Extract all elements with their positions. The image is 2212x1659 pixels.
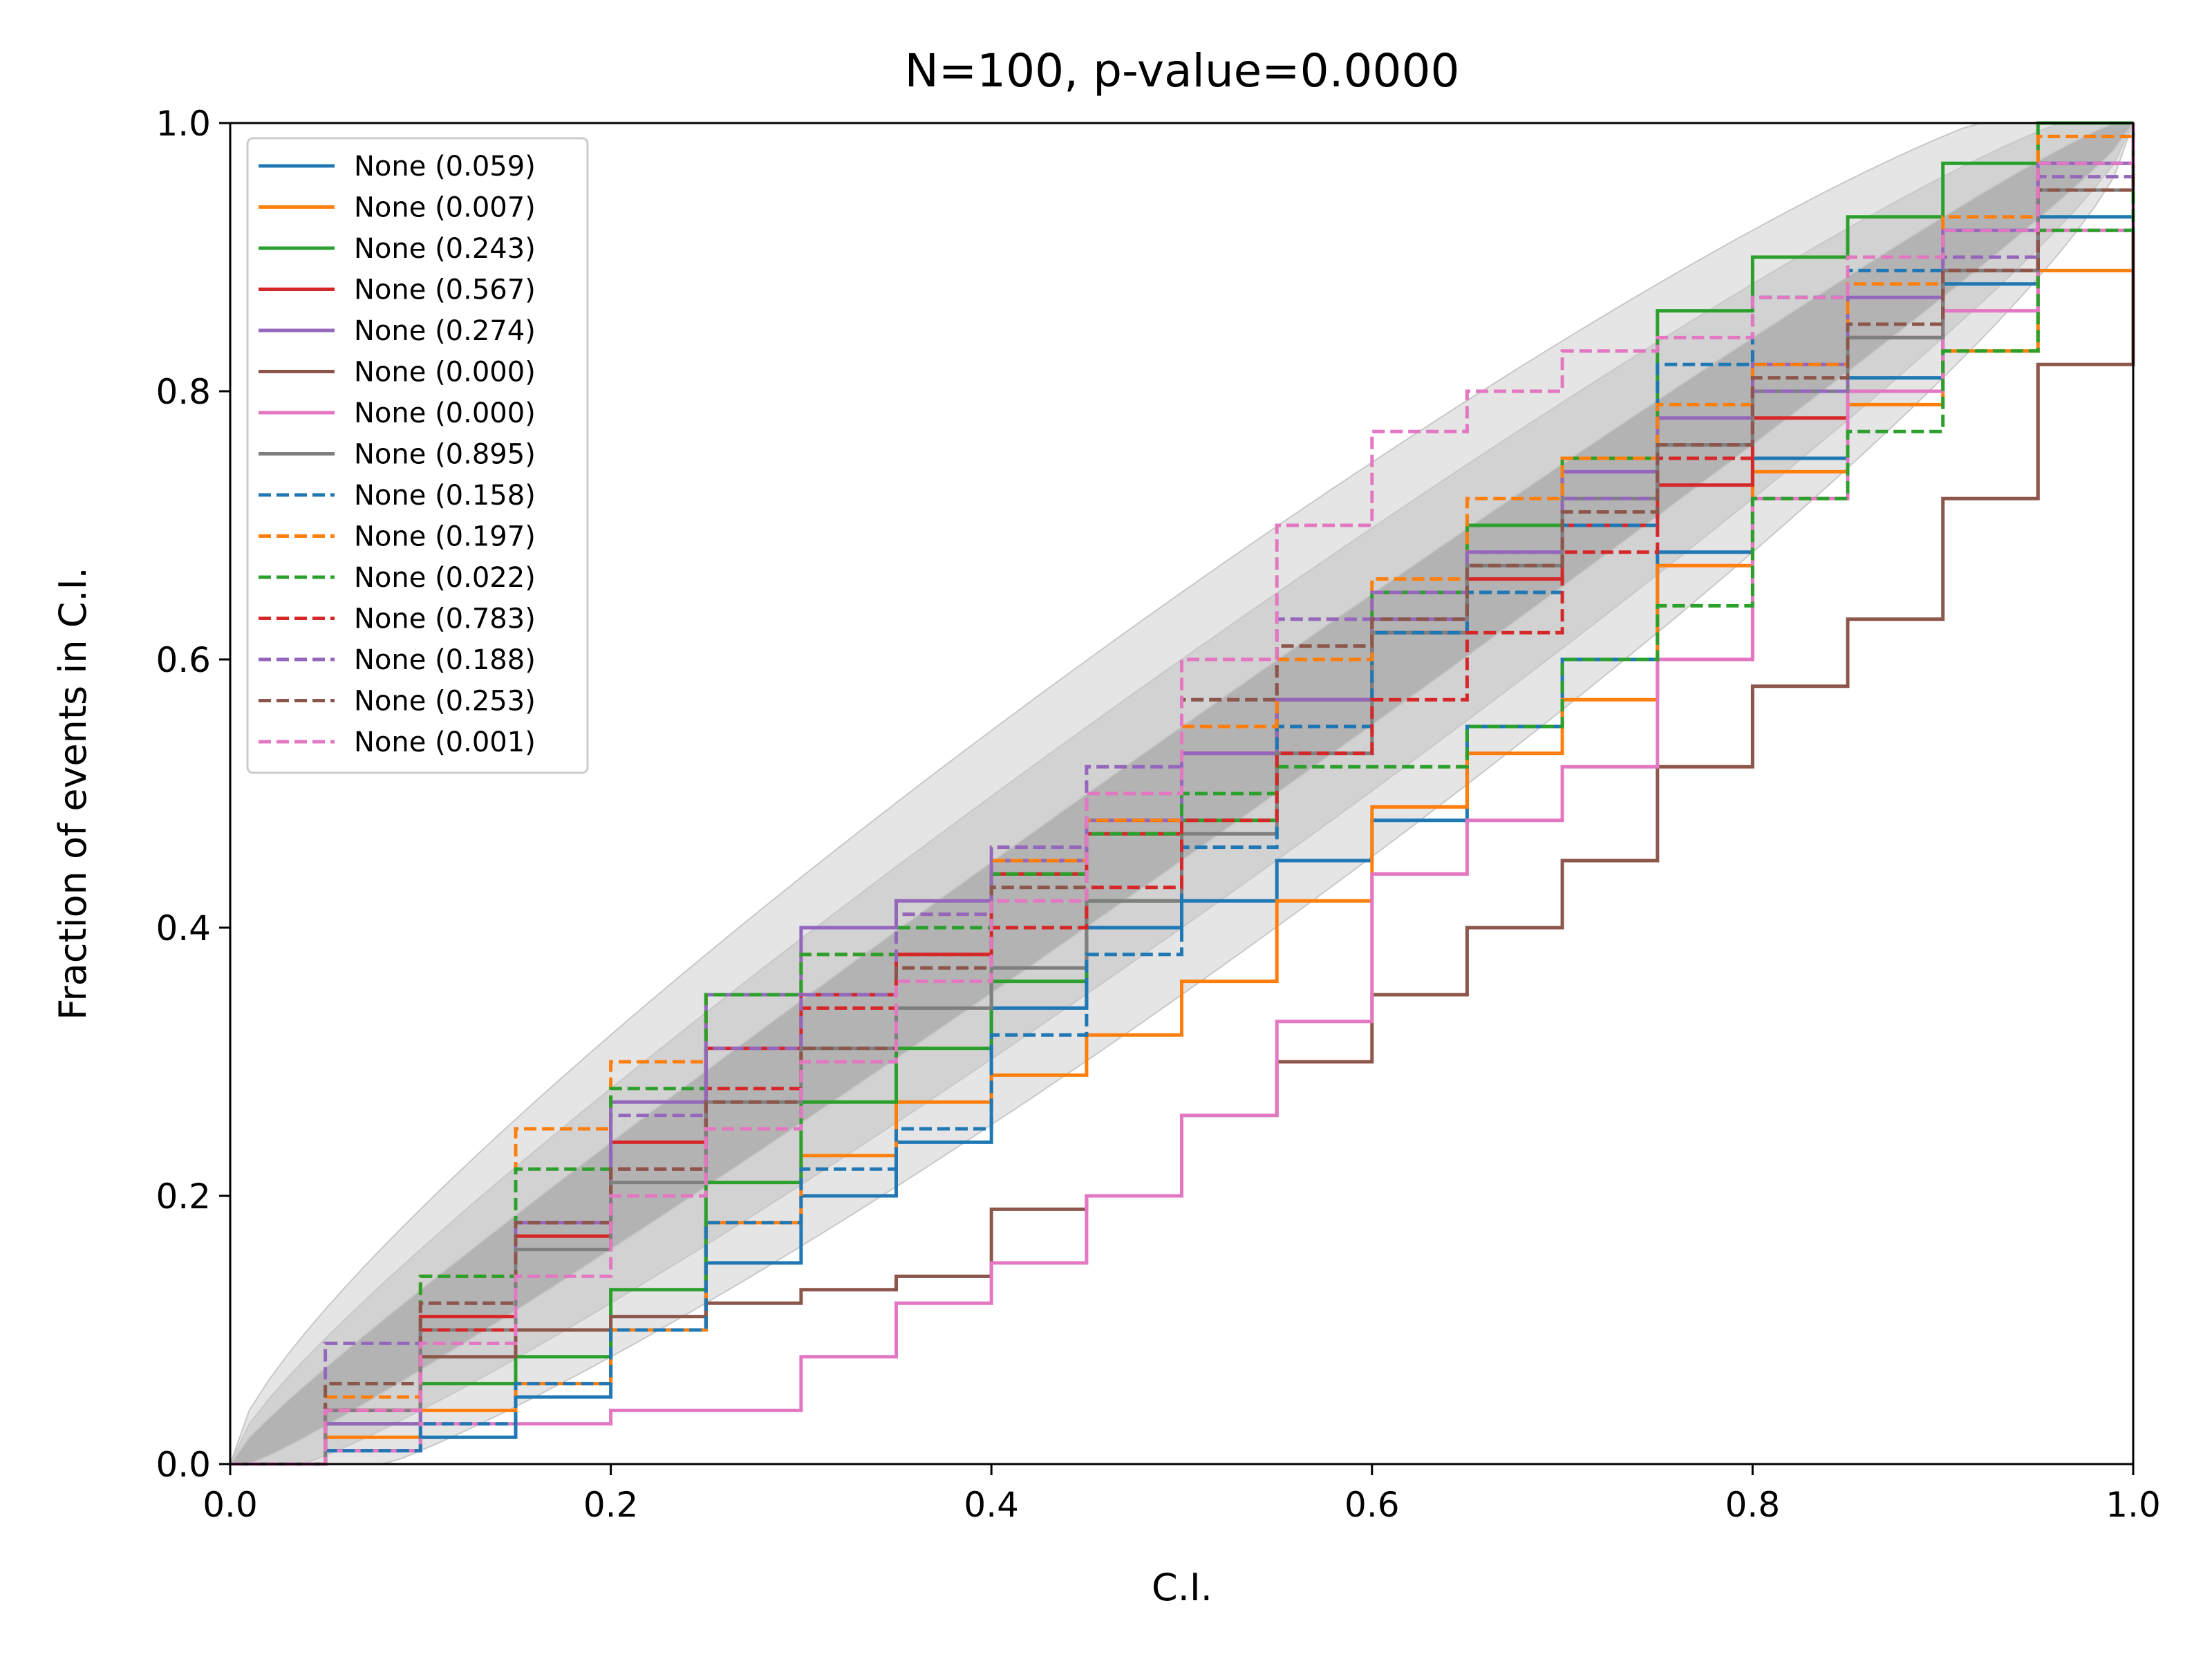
legend-label: None (0.197) bbox=[354, 521, 536, 553]
legend-label: None (0.274) bbox=[354, 315, 536, 347]
y-tick-label: 0.8 bbox=[156, 372, 211, 412]
y-tick-label: 0.4 bbox=[156, 908, 211, 948]
legend-label: None (0.243) bbox=[354, 233, 536, 265]
x-tick-label: 0.2 bbox=[583, 1485, 639, 1525]
x-tick-label: 0.4 bbox=[964, 1485, 1019, 1525]
series-line-15 bbox=[230, 123, 2135, 1466]
legend-label: None (0.783) bbox=[354, 603, 536, 635]
y-tick-label: 0.6 bbox=[156, 640, 211, 680]
legend-label: None (0.158) bbox=[354, 480, 536, 512]
legend-frame bbox=[246, 137, 589, 774]
y-axis-ticks: 0.0 0.2 0.4 0.6 0.8 1.0 bbox=[156, 104, 230, 1485]
y-tick-label: 0.2 bbox=[156, 1177, 211, 1217]
x-axis-ticks: 0.0 0.2 0.4 0.6 0.8 1.0 bbox=[203, 1464, 2161, 1525]
plot-frame bbox=[229, 122, 2135, 1465]
x-axis-label: C.I. bbox=[1152, 1566, 1212, 1609]
legend-label: None (0.253) bbox=[354, 686, 536, 718]
legend-label: None (0.895) bbox=[354, 439, 536, 471]
x-tick-label: 0.8 bbox=[1725, 1485, 1781, 1525]
legend: None (0.059) None (0.007) None (0.243) None… bbox=[246, 137, 589, 774]
legend-label: None (0.567) bbox=[354, 274, 536, 306]
series-line-11 bbox=[230, 123, 2135, 1466]
plot-area bbox=[229, 121, 2135, 1466]
legend-label: None (0.007) bbox=[354, 192, 536, 224]
legend-label: None (0.000) bbox=[354, 397, 536, 429]
legend-label: None (0.059) bbox=[354, 151, 536, 182]
y-axis-label: Fraction of events in C.I. bbox=[51, 567, 95, 1020]
y-tick-label: 0.0 bbox=[156, 1445, 211, 1485]
x-tick-label: 1.0 bbox=[2106, 1485, 2161, 1525]
y-tick-label: 1.0 bbox=[156, 104, 211, 144]
legend-label: None (0.022) bbox=[354, 562, 536, 594]
series-line-7 bbox=[230, 163, 2135, 1466]
legend-label: None (0.000) bbox=[354, 357, 536, 388]
x-tick-label: 0.6 bbox=[1344, 1485, 1400, 1525]
legend-label: None (0.001) bbox=[354, 727, 536, 758]
series-lines bbox=[230, 121, 2135, 1466]
x-tick-label: 0.0 bbox=[203, 1485, 258, 1525]
chart-title: N=100, p-value=0.0000 bbox=[904, 44, 1459, 97]
legend-items: None (0.059) None (0.007) None (0.243) None… bbox=[259, 151, 536, 758]
legend-label: None (0.188) bbox=[354, 644, 536, 676]
